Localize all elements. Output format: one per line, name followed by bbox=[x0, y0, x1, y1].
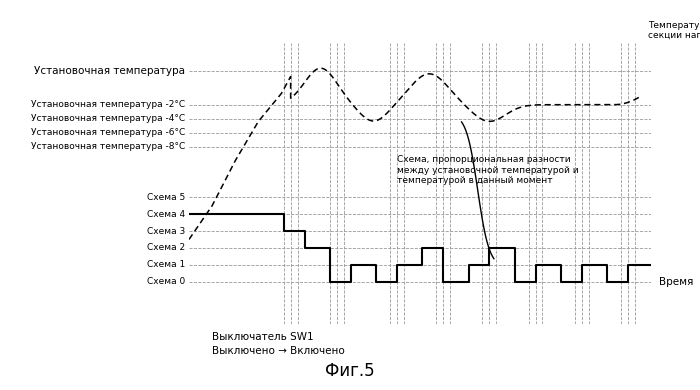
Text: Схема 3: Схема 3 bbox=[147, 227, 185, 236]
Text: Схема 0: Схема 0 bbox=[147, 277, 185, 286]
Text: Время: Время bbox=[659, 277, 694, 287]
Text: Схема 2: Схема 2 bbox=[147, 243, 185, 252]
Text: Установочная температура -8°C: Установочная температура -8°C bbox=[31, 142, 185, 151]
Text: Температура
секции нагревания: Температура секции нагревания bbox=[648, 21, 700, 40]
Text: Схема 5: Схема 5 bbox=[147, 193, 185, 202]
Text: Фиг.5: Фиг.5 bbox=[326, 362, 374, 380]
Text: Схема, пропорциональная разности
между установочной температурой и
температурой : Схема, пропорциональная разности между у… bbox=[397, 155, 578, 185]
Text: Схема 4: Схема 4 bbox=[147, 210, 185, 219]
Text: Установочная температура: Установочная температура bbox=[34, 66, 185, 76]
Text: Установочная температура -6°C: Установочная температура -6°C bbox=[31, 128, 185, 137]
Text: Установочная температура -4°C: Установочная температура -4°C bbox=[31, 114, 185, 123]
Text: Выключено → Включено: Выключено → Включено bbox=[212, 346, 345, 356]
Text: Установочная температура -2°C: Установочная температура -2°C bbox=[31, 100, 185, 109]
Text: Выключатель SW1: Выключатель SW1 bbox=[212, 332, 314, 342]
Text: Схема 1: Схема 1 bbox=[147, 260, 185, 269]
